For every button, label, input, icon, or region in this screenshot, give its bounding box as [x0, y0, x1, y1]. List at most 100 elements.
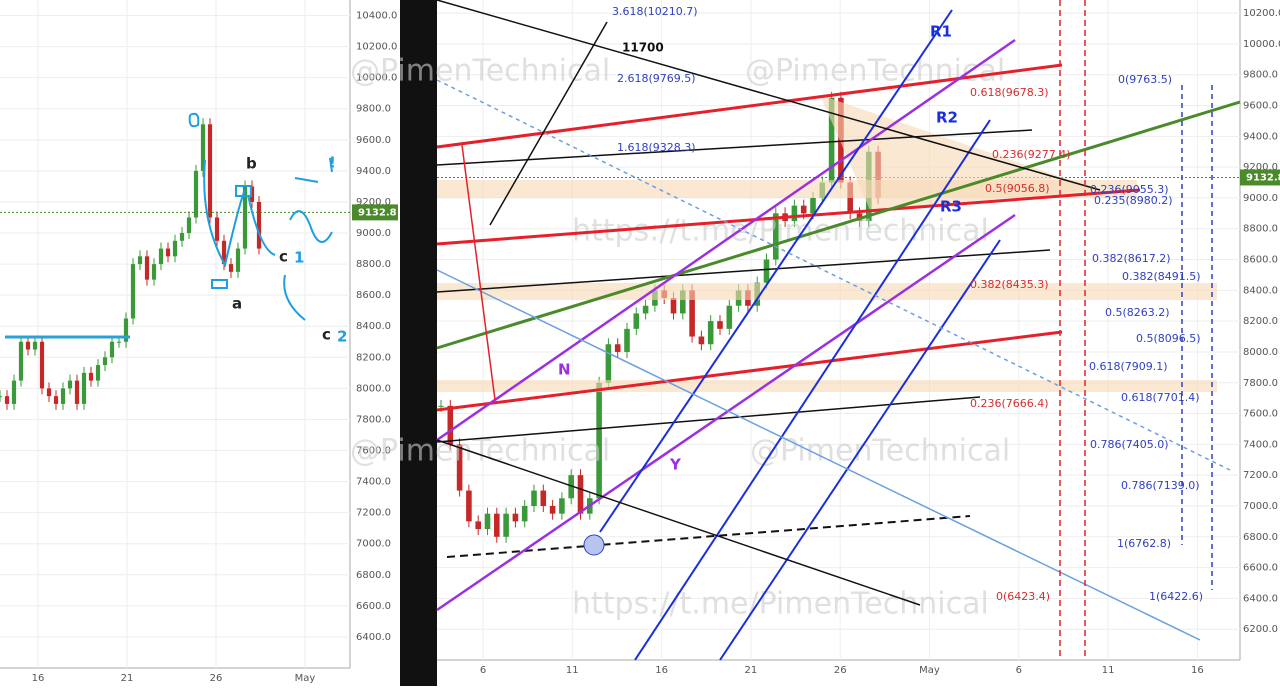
y-tick-label: 9400.0 — [356, 166, 391, 177]
candle — [773, 213, 779, 260]
y-tick-label: 6800.0 — [1243, 532, 1278, 543]
candle — [503, 513, 509, 537]
marker — [583, 534, 605, 556]
price-tag — [1240, 169, 1280, 186]
candle — [235, 248, 241, 272]
channel-label: R1 — [930, 23, 952, 41]
y-tick-label: 7600.0 — [356, 446, 391, 457]
candle — [200, 124, 206, 171]
candle — [137, 256, 143, 265]
x-tick-label: 16 — [655, 665, 668, 676]
fib-label: 0.786(7405.0) — [1090, 438, 1169, 451]
price-tag-label: 9132.8 — [1246, 172, 1280, 183]
fib-label: 0.786(7139.0) — [1121, 479, 1200, 492]
y-tick-label: 10000.0 — [356, 73, 397, 84]
annotation: b — [246, 155, 257, 173]
candle — [165, 248, 171, 257]
y-tick-label: 7200.0 — [356, 508, 391, 519]
y-tick-label: 7400.0 — [356, 477, 391, 488]
candle — [791, 205, 798, 222]
y-tick-label: 10000.0 — [1243, 39, 1280, 50]
candle — [763, 259, 770, 283]
fib-label: 0.382(8617.2) — [1092, 252, 1171, 265]
watermark: @PimenTechnical — [350, 434, 610, 469]
candle — [670, 298, 677, 314]
price-tag — [352, 204, 398, 221]
fib-label: 0.236(9055.3) — [1090, 183, 1169, 196]
y-tick-label: 6400.0 — [1243, 593, 1278, 604]
ext-label: 3.618(10210.7) — [612, 5, 698, 18]
y-tick-label: 9400.0 — [1243, 131, 1278, 142]
y-tick-label: 7600.0 — [1243, 409, 1278, 420]
candle — [726, 305, 733, 329]
y-tick-label: 10400.0 — [356, 11, 397, 22]
fib-label: 0.235(8980.2) — [1094, 194, 1173, 207]
hand-drawing — [188, 112, 333, 321]
candle — [531, 490, 537, 506]
candle — [39, 341, 45, 389]
candle — [521, 505, 528, 522]
candle — [242, 186, 248, 249]
candle — [438, 405, 444, 407]
y-tick-label: 6600.0 — [356, 601, 391, 612]
y-tick-label: 7800.0 — [1243, 378, 1278, 389]
x-tick-label: 6 — [1016, 665, 1022, 676]
annotation: c — [279, 248, 288, 266]
candle — [88, 372, 94, 381]
candle — [512, 513, 519, 522]
x-tick-label: 6 — [480, 665, 486, 676]
candle — [810, 197, 816, 214]
y-tick-label: 8200.0 — [356, 352, 391, 363]
candle — [109, 341, 115, 358]
x-tick-label: May — [919, 665, 940, 676]
fib-label: 0.618(9678.3) — [970, 86, 1049, 99]
y-tick-label: 9000.0 — [1243, 193, 1278, 204]
fib-label: 0(6423.4) — [996, 590, 1050, 603]
candle — [207, 124, 213, 218]
candle — [698, 336, 705, 345]
candle — [540, 490, 547, 506]
left-panel: b a c 1 c 2 ! — [5, 112, 347, 346]
watermark: @PimenTechnical — [745, 54, 1005, 89]
candle — [18, 341, 24, 381]
fib-label: 0.382(8435.3) — [970, 278, 1049, 291]
candle — [568, 475, 574, 499]
y-tick-label: 10200.0 — [356, 42, 397, 53]
watermark: @PimenTechnical — [750, 434, 1010, 469]
y-tick-label: 8600.0 — [356, 290, 391, 301]
y-tick-label: 8400.0 — [1243, 285, 1278, 296]
ext-label: 2.618(9769.5) — [617, 72, 696, 85]
fib-label: 0(9763.5) — [1118, 73, 1172, 86]
y-tick-label: 6800.0 — [356, 570, 391, 581]
candle — [172, 240, 178, 257]
fib-label: 0.618(7701.4) — [1121, 391, 1200, 404]
fib-label: 0.236(9277.4) — [992, 148, 1071, 161]
fib-label: 0.618(7909.1) — [1089, 360, 1168, 373]
y-tick-label: 7400.0 — [1243, 439, 1278, 450]
channel-label: R2 — [936, 109, 958, 127]
annotation: c — [322, 326, 331, 344]
candle — [680, 290, 686, 314]
channel-label: R3 — [940, 198, 962, 216]
candle — [193, 170, 199, 218]
candle — [179, 233, 185, 241]
x-tick-label: 26 — [834, 665, 847, 676]
y-tick-label: 7000.0 — [1243, 501, 1278, 512]
y-tick-label: 9200.0 — [1243, 162, 1278, 173]
candle — [624, 328, 630, 352]
candle — [494, 513, 500, 537]
candle — [642, 305, 649, 314]
x-tick-label: May — [295, 673, 316, 684]
y-tick-label: 8400.0 — [356, 321, 391, 332]
candle — [828, 97, 835, 183]
x-tick-label: 16 — [32, 673, 45, 684]
candle — [559, 498, 565, 514]
candle — [144, 256, 150, 280]
candle — [25, 341, 31, 350]
candle — [707, 321, 714, 345]
annotation: 2 — [337, 328, 347, 346]
candle — [475, 521, 481, 530]
y-tick-label: 7200.0 — [1243, 470, 1278, 481]
candle — [484, 513, 491, 530]
